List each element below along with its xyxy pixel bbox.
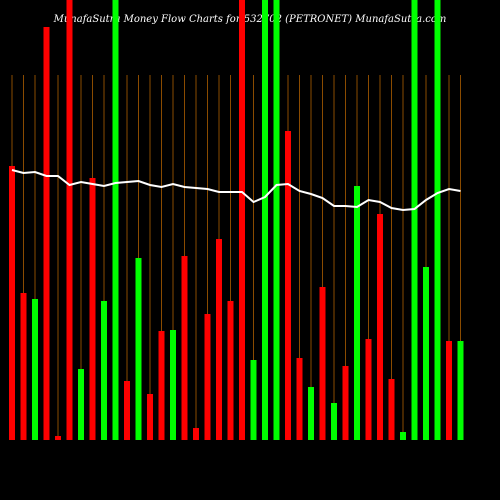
bar bbox=[181, 256, 188, 440]
bar bbox=[158, 331, 165, 440]
bar bbox=[204, 314, 211, 440]
bar bbox=[388, 379, 395, 440]
bar bbox=[55, 436, 61, 440]
bar bbox=[112, 0, 119, 440]
bar bbox=[377, 214, 383, 440]
bar bbox=[43, 27, 50, 440]
bar bbox=[331, 403, 337, 440]
bar bbox=[296, 358, 303, 440]
bar bbox=[308, 387, 314, 440]
bar bbox=[170, 330, 176, 440]
bar bbox=[285, 131, 291, 440]
bar bbox=[457, 341, 464, 440]
bar bbox=[20, 293, 27, 440]
bar bbox=[147, 394, 153, 440]
bar bbox=[273, 0, 280, 440]
bar bbox=[400, 432, 406, 440]
bar bbox=[365, 339, 372, 440]
bar bbox=[227, 301, 234, 440]
bar bbox=[446, 341, 452, 440]
bar bbox=[354, 186, 360, 440]
bar bbox=[101, 301, 107, 440]
bar bbox=[89, 178, 96, 440]
bar bbox=[124, 381, 130, 440]
bar bbox=[319, 287, 326, 440]
bar bbox=[262, 0, 268, 440]
bar bbox=[66, 0, 73, 440]
bar bbox=[423, 267, 429, 440]
bar bbox=[250, 360, 257, 440]
bar bbox=[193, 428, 199, 440]
bar bbox=[9, 166, 15, 440]
bar bbox=[216, 239, 222, 440]
bar bbox=[342, 366, 349, 440]
bar bbox=[78, 369, 84, 440]
price-line bbox=[11, 169, 461, 212]
bar bbox=[135, 258, 142, 440]
bar bbox=[411, 0, 418, 440]
chart-title: MunafaSutra Money Flow Charts for 532702… bbox=[53, 14, 447, 25]
bar bbox=[434, 0, 441, 440]
bar bbox=[32, 299, 38, 440]
bar bbox=[239, 0, 245, 440]
